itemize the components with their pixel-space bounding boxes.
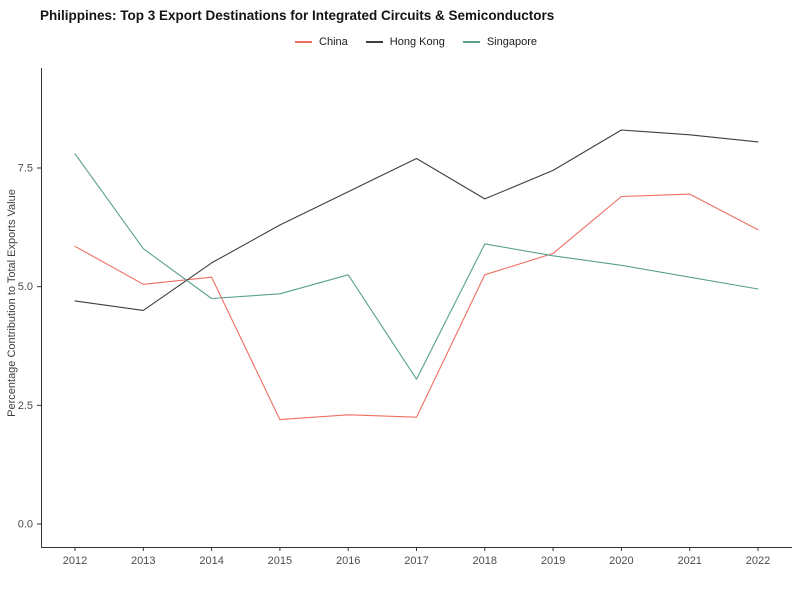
y-tick-label: 2.5 [18, 400, 33, 412]
china-line-swatch [295, 41, 313, 43]
legend: China Hong Kong Singapore [295, 36, 537, 48]
y-axis-title: Percentage Contribution to Total Exports… [6, 189, 18, 417]
y-tick-label: 5.0 [18, 281, 33, 293]
x-tick-label: 2016 [336, 555, 360, 567]
legend-item-hong-kong: Hong Kong [365, 36, 445, 48]
series-line-china [74, 193, 759, 421]
chart-title: Philippines: Top 3 Export Destinations f… [40, 8, 555, 23]
legend-label-singapore: Singapore [486, 36, 537, 48]
legend-label-hong-kong: Hong Kong [389, 36, 445, 48]
x-tick-label: 2014 [199, 555, 223, 567]
x-tick-label: 2018 [473, 555, 497, 567]
x-tick-label: 2022 [746, 555, 770, 567]
x-tick-label: 2019 [541, 555, 565, 567]
x-tick-label: 2012 [63, 555, 87, 567]
legend-label-china: China [319, 36, 348, 48]
y-tick-label: 0.0 [18, 519, 33, 531]
hong-kong-line-swatch [365, 41, 383, 43]
x-tick-label: 2013 [131, 555, 155, 567]
series-line-singapore [74, 153, 759, 380]
y-tick-label: 7.5 [18, 162, 33, 174]
x-tick-label: 2015 [268, 555, 292, 567]
x-tick-label: 2021 [677, 555, 701, 567]
legend-item-china: China [295, 36, 348, 48]
series-line-hong-kong [74, 129, 759, 311]
legend-item-singapore: Singapore [462, 36, 537, 48]
x-tick-label: 2017 [404, 555, 428, 567]
singapore-line-swatch [462, 41, 480, 43]
x-tick-label: 2020 [609, 555, 633, 567]
